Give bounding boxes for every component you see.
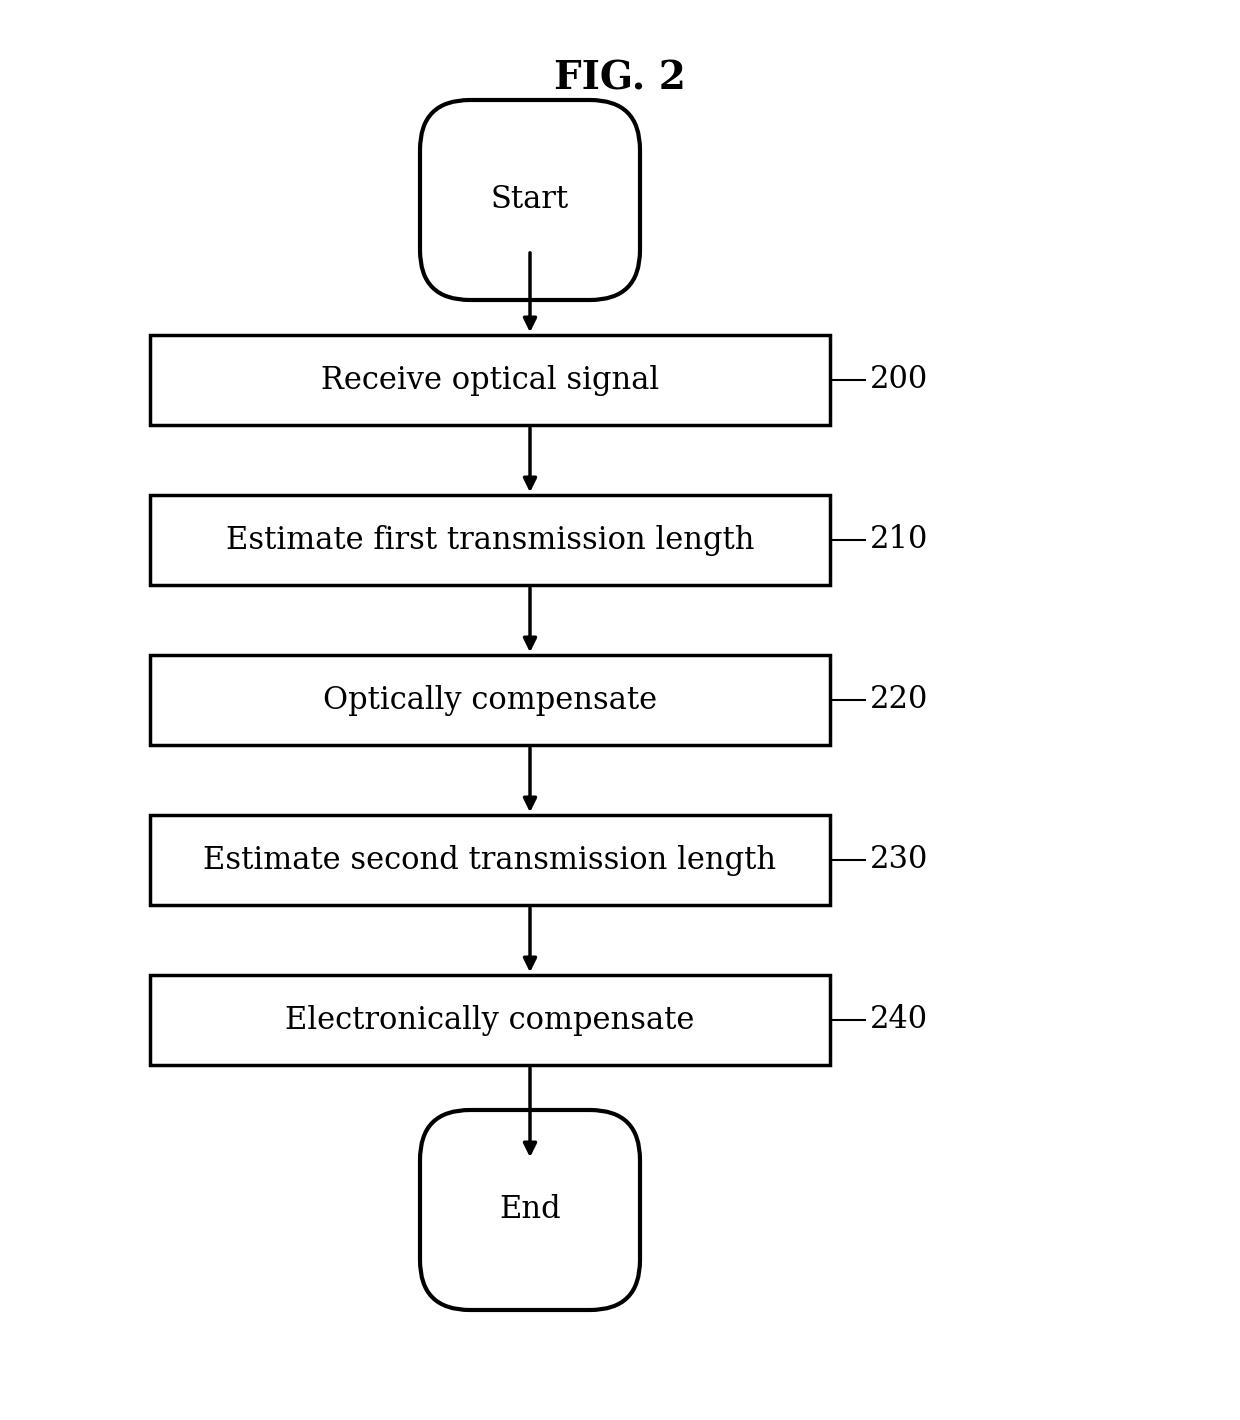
Text: Estimate second transmission length: Estimate second transmission length xyxy=(203,845,776,876)
Bar xyxy=(150,335,830,425)
Bar xyxy=(150,815,830,905)
Bar xyxy=(150,655,830,746)
Text: 220: 220 xyxy=(870,684,929,716)
Text: FIG. 2: FIG. 2 xyxy=(554,60,686,98)
Text: 240: 240 xyxy=(870,1004,928,1035)
Text: Receive optical signal: Receive optical signal xyxy=(321,365,660,396)
FancyBboxPatch shape xyxy=(420,99,640,300)
Text: 200: 200 xyxy=(870,365,929,396)
Text: 230: 230 xyxy=(870,845,929,876)
Text: Start: Start xyxy=(491,185,569,216)
Bar xyxy=(150,976,830,1065)
Text: Electronically compensate: Electronically compensate xyxy=(285,1004,694,1035)
Text: Estimate first transmission length: Estimate first transmission length xyxy=(226,524,754,555)
Text: Optically compensate: Optically compensate xyxy=(322,684,657,716)
Bar xyxy=(150,496,830,585)
FancyBboxPatch shape xyxy=(420,1110,640,1311)
Text: End: End xyxy=(500,1194,560,1225)
Text: 210: 210 xyxy=(870,524,929,555)
